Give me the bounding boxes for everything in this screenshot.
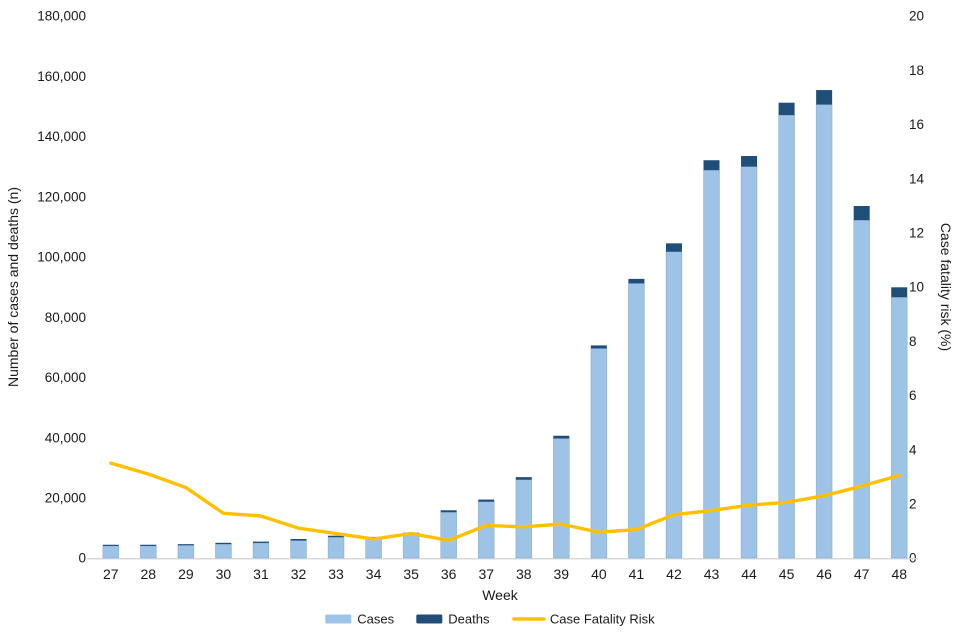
x-tick-label-week-35: 35 bbox=[403, 566, 419, 582]
bar-deaths-week-44 bbox=[741, 156, 758, 167]
x-tick-label-week-40: 40 bbox=[591, 566, 607, 582]
bar-cases-week-34 bbox=[365, 538, 382, 559]
bar-cases-week-39 bbox=[553, 438, 570, 559]
bar-deaths-week-40 bbox=[590, 345, 607, 349]
y-right-tick-label: 14 bbox=[909, 171, 925, 186]
x-tick-label-week-48: 48 bbox=[891, 566, 907, 582]
y-right-tick-label: 6 bbox=[909, 388, 917, 403]
x-tick-label-week-37: 37 bbox=[478, 566, 494, 582]
y-right-tick-label: 12 bbox=[909, 226, 924, 241]
bar-cases-week-27 bbox=[102, 545, 120, 559]
legend-item-deaths-swatch bbox=[416, 614, 443, 624]
legend-item-case-fatality-risk-label: Case Fatality Risk bbox=[550, 612, 655, 627]
bar-deaths-week-45 bbox=[778, 102, 795, 116]
x-tick-label-week-30: 30 bbox=[216, 566, 232, 582]
x-tick-label-week-46: 46 bbox=[816, 566, 832, 582]
bar-deaths-week-33 bbox=[328, 535, 345, 538]
bar-cases-week-31 bbox=[252, 542, 270, 559]
y-left-tick-label: 40,000 bbox=[45, 430, 86, 445]
legend-item-cases-label: Cases bbox=[357, 612, 394, 627]
y-right-tick-label: 2 bbox=[909, 497, 917, 512]
y-right-tick-label: 10 bbox=[909, 280, 924, 295]
x-tick-label-week-43: 43 bbox=[704, 566, 720, 582]
x-tick-label-week-42: 42 bbox=[666, 566, 682, 582]
x-tick-label-week-41: 41 bbox=[629, 566, 645, 582]
bar-cases-week-28 bbox=[140, 545, 157, 559]
y-left-tick-label: 20,000 bbox=[45, 491, 86, 506]
y-right-tick-label: 4 bbox=[909, 442, 917, 457]
x-tick-label-week-36: 36 bbox=[441, 566, 457, 582]
x-tick-label-week-34: 34 bbox=[366, 566, 382, 582]
y-left-axis-title: Number of cases and deaths (n) bbox=[5, 187, 21, 387]
bar-cases-week-42 bbox=[665, 251, 683, 559]
y-left-tick-label: 180,000 bbox=[37, 9, 86, 24]
bar-deaths-week-46 bbox=[816, 90, 833, 105]
bar-deaths-week-27 bbox=[102, 544, 119, 546]
bar-deaths-week-48 bbox=[891, 287, 908, 298]
bar-cases-week-33 bbox=[327, 536, 345, 559]
x-tick-label-week-44: 44 bbox=[741, 566, 757, 582]
y-right-tick-label: 16 bbox=[909, 117, 924, 132]
bar-cases-week-36 bbox=[440, 511, 457, 559]
x-tick-label-week-31: 31 bbox=[253, 566, 269, 582]
legend-item-cases-swatch bbox=[325, 614, 352, 624]
bar-deaths-week-38 bbox=[515, 477, 532, 480]
bar-deaths-week-41 bbox=[628, 278, 645, 284]
bar-deaths-week-30 bbox=[215, 542, 232, 545]
bar-cases-week-38 bbox=[515, 479, 533, 559]
bar-cases-week-32 bbox=[290, 540, 307, 559]
y-left-tick-label: 120,000 bbox=[37, 189, 86, 204]
bar-deaths-week-28 bbox=[140, 544, 157, 546]
x-tick-label-week-45: 45 bbox=[779, 566, 795, 582]
bar-cases-week-37 bbox=[477, 501, 495, 559]
bar-deaths-week-37 bbox=[478, 499, 495, 502]
bar-deaths-week-31 bbox=[252, 541, 269, 543]
x-tick-label-week-47: 47 bbox=[854, 566, 870, 582]
y-left-tick-label: 160,000 bbox=[37, 69, 86, 84]
bar-deaths-week-43 bbox=[703, 160, 720, 171]
x-tick-label-week-39: 39 bbox=[554, 566, 570, 582]
bar-cases-week-45 bbox=[778, 114, 795, 559]
bar-deaths-week-36 bbox=[440, 510, 457, 513]
bar-cases-week-35 bbox=[402, 534, 420, 559]
x-axis-title: Week bbox=[482, 587, 519, 603]
bar-deaths-week-29 bbox=[177, 544, 194, 546]
x-tick-label-week-27: 27 bbox=[103, 566, 119, 582]
bar-cases-week-30 bbox=[215, 543, 232, 559]
x-tick-label-week-32: 32 bbox=[291, 566, 307, 582]
x-tick-label-week-28: 28 bbox=[141, 566, 157, 582]
y-right-tick-label: 20 bbox=[909, 9, 924, 24]
x-tick-label-week-29: 29 bbox=[178, 566, 194, 582]
x-tick-label-week-33: 33 bbox=[328, 566, 344, 582]
case-fatality-risk-line bbox=[109, 461, 901, 543]
y-right-tick-label: 8 bbox=[909, 334, 917, 349]
y-left-tick-label: 80,000 bbox=[45, 310, 86, 325]
y-left-tick-label: 140,000 bbox=[37, 129, 86, 144]
legend-item-deaths-label: Deaths bbox=[448, 612, 490, 627]
y-right-tick-label: 18 bbox=[909, 63, 924, 78]
bar-deaths-week-32 bbox=[290, 539, 307, 541]
bar-cases-week-40 bbox=[590, 348, 608, 559]
bar-cases-week-47 bbox=[853, 219, 870, 559]
bar-cases-week-48 bbox=[890, 296, 908, 559]
y-left-tick-label: 60,000 bbox=[45, 370, 86, 385]
bar-cases-week-29 bbox=[177, 545, 195, 559]
x-tick-label-week-38: 38 bbox=[516, 566, 532, 582]
y-right-axis-title: Case fatality risk (%) bbox=[938, 223, 954, 351]
bar-deaths-week-47 bbox=[853, 206, 870, 221]
bar-cases-week-44 bbox=[740, 166, 758, 559]
bar-cases-week-41 bbox=[628, 283, 645, 559]
bar-deaths-week-39 bbox=[553, 435, 570, 439]
y-left-tick-label: 0 bbox=[78, 551, 86, 566]
y-left-tick-label: 100,000 bbox=[37, 250, 86, 265]
bar-cases-week-43 bbox=[703, 169, 720, 559]
bar-cases-week-46 bbox=[815, 104, 833, 559]
bar-deaths-week-42 bbox=[665, 243, 682, 252]
